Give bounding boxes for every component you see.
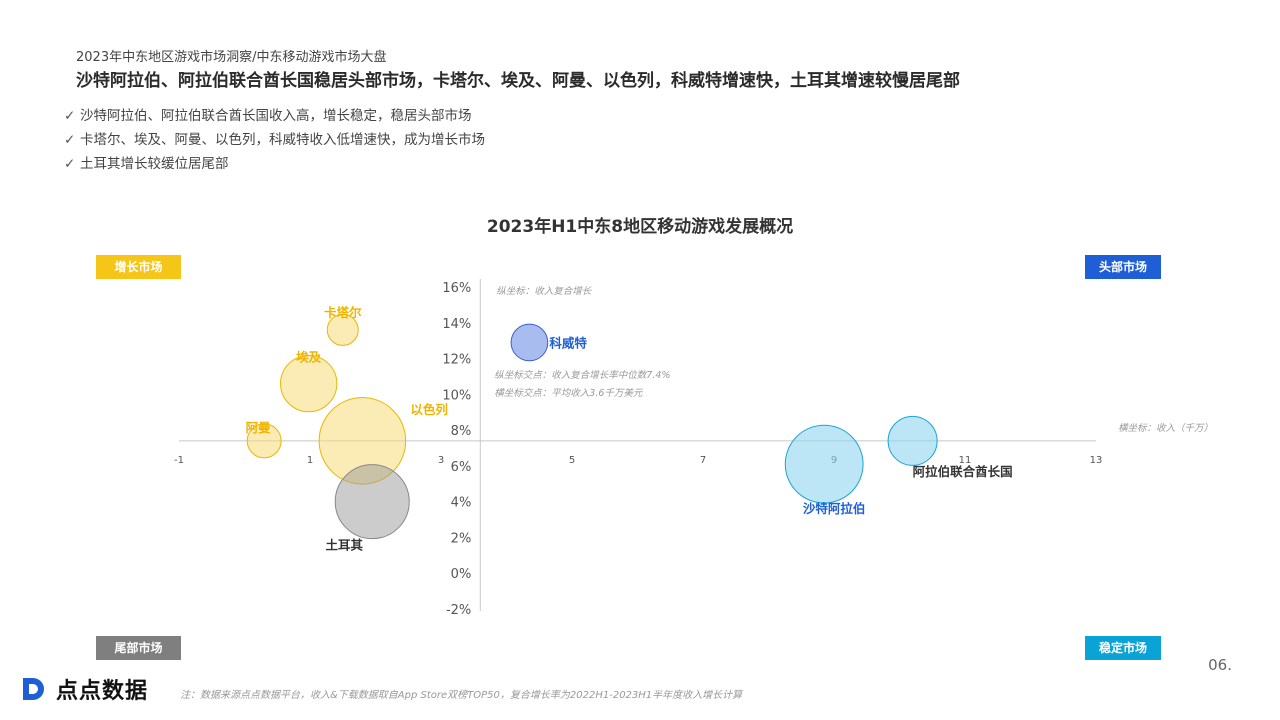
y-tick-label: 4% [451, 496, 472, 511]
y-tick-label: 6% [451, 460, 472, 475]
logo-text: 点点数据 [56, 679, 149, 704]
bubble-label: 沙特阿拉伯 [803, 501, 866, 516]
key-findings: ✓ 沙特阿拉伯、阿拉伯联合酋长国收入高，增长稳定，稳居头部市场 ✓ 卡塔尔、埃及、阿… [64, 104, 485, 176]
bubble [510, 323, 549, 362]
y-axis-title: 纵坐标：收入复合增长 [496, 285, 593, 297]
chart-annotation: 纵坐标交点：收入复合增长率中位数7.4% [494, 369, 670, 381]
x-tick-label: 7 [700, 455, 706, 466]
bubble [887, 415, 938, 466]
chart-title: 2023年H1中东8地区移动游戏发展概况 [486, 217, 794, 237]
x-tick-label: -1 [174, 455, 184, 466]
x-tick-label: 5 [569, 455, 575, 466]
bubble-label: 科威特 [549, 335, 587, 350]
x-tick-label: 13 [1090, 455, 1103, 466]
y-tick-label: 2% [451, 531, 472, 546]
bubble-label: 以色列 [410, 402, 448, 417]
quadrant-head-label: 头部市场 [1085, 255, 1161, 279]
y-tick-label: 0% [451, 567, 472, 582]
quadrant-tail-label: 尾部市场 [96, 636, 181, 660]
bubble-label: 卡塔尔 [324, 305, 362, 320]
finding-text: 土耳其增长较缓位居尾部 [80, 156, 229, 172]
x-axis-title: 横坐标：收入（千万） [1118, 422, 1213, 434]
bubble-label: 阿拉伯联合酋长国 [913, 464, 1013, 479]
bubble [326, 313, 359, 346]
brand-logo: 点点数据 [20, 673, 148, 705]
check-icon: ✓ [64, 132, 76, 148]
y-tick-label: 10% [442, 388, 471, 403]
finding-text: 沙特阿拉伯、阿拉伯联合酋长国收入高，增长稳定，稳居头部市场 [80, 108, 472, 124]
bubble [246, 423, 282, 459]
bubble [784, 424, 864, 504]
bubble-label: 埃及 [296, 350, 322, 365]
y-tick-label: -2% [446, 603, 471, 618]
quadrant-growth-label: 增长市场 [96, 255, 181, 279]
bubble [334, 464, 410, 540]
bubble-label: 土耳其 [325, 538, 363, 553]
y-tick-label: 8% [451, 424, 472, 439]
page-headline: 沙特阿拉伯、阿拉伯联合酋长国稳居头部市场，卡塔尔、埃及、阿曼、以色列，科威特增速… [76, 71, 960, 91]
bubble-label: 阿曼 [246, 420, 272, 435]
finding-item: ✓ 卡塔尔、埃及、阿曼、以色列，科威特收入低增速快，成为增长市场 [64, 128, 485, 152]
x-tick-label: 3 [438, 455, 444, 466]
y-tick-label: 16% [442, 281, 471, 296]
quadrant-stable-label: 稳定市场 [1085, 636, 1161, 660]
y-tick-label: 12% [442, 353, 471, 368]
x-tick-label: 1 [307, 455, 313, 466]
check-icon: ✓ [64, 156, 76, 172]
chart-annotation: 横坐标交点：平均收入3.6千万美元 [494, 387, 644, 399]
finding-item: ✓ 土耳其增长较缓位居尾部 [64, 152, 485, 176]
check-icon: ✓ [64, 108, 76, 124]
finding-item: ✓ 沙特阿拉伯、阿拉伯联合酋长国收入高，增长稳定，稳居头部市场 [64, 104, 485, 128]
page-number: 06. [1208, 656, 1232, 674]
logo-icon [23, 678, 44, 700]
y-tick-label: 14% [442, 317, 471, 332]
bubble [280, 354, 338, 413]
footnote: 注：数据来源点点数据平台，收入&下载数据取自App Store双榜TOP50，复… [180, 690, 743, 701]
x-tick-label: 11 [959, 455, 972, 466]
finding-text: 卡塔尔、埃及、阿曼、以色列，科威特收入低增速快，成为增长市场 [80, 132, 485, 148]
breadcrumb: 2023年中东地区游戏市场洞察/中东移动游戏市场大盘 [76, 50, 387, 65]
